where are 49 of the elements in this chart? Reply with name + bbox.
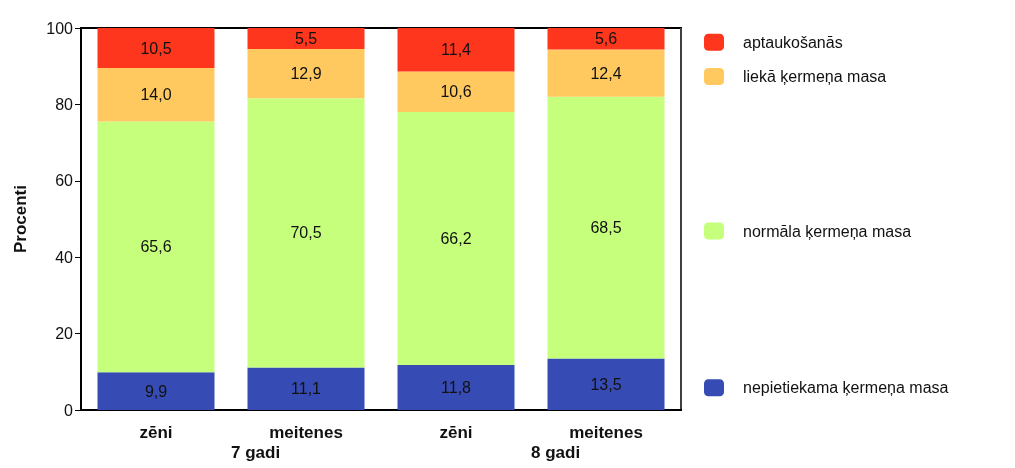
y-tick-label: 40	[55, 248, 74, 266]
data-label: 70,5	[290, 224, 322, 242]
data-label: 12,9	[290, 65, 322, 83]
y-axis-title: Procenti	[11, 184, 30, 254]
bar	[547, 49, 665, 97]
data-label: 5,6	[594, 30, 618, 48]
data-label: 65,6	[140, 238, 172, 256]
data-label: 10,5	[140, 39, 172, 57]
data-label: 11,4	[441, 41, 472, 59]
data-label: 11,1	[291, 380, 322, 398]
data-label: 66,2	[440, 229, 472, 247]
bar	[247, 367, 365, 410]
y-tick-label: 80	[55, 95, 74, 113]
text: 7 gadi	[231, 443, 281, 462]
bar	[397, 112, 515, 365]
bar	[247, 28, 365, 50]
bar	[397, 71, 515, 113]
data-label: 13,5	[590, 375, 622, 393]
data-label: 12,4	[590, 64, 622, 82]
data-label: 9,9	[144, 382, 168, 400]
bar	[97, 28, 215, 69]
x-tick-label: zēni	[439, 423, 473, 442]
bar	[547, 96, 665, 359]
data-label: 10,6	[440, 83, 472, 101]
bar	[247, 49, 365, 99]
bar	[397, 364, 515, 410]
legend-label: liekā ķermeņa masa	[743, 68, 887, 86]
bar	[547, 358, 665, 410]
data-label: 11,8	[441, 378, 472, 396]
y-tick-label: 20	[55, 325, 74, 343]
text: 8 gadi	[531, 443, 581, 462]
data-label: 14,0	[140, 86, 172, 104]
bar	[97, 121, 215, 373]
bar	[547, 28, 665, 50]
legend-label: nepietiekama ķermeņa masa	[743, 379, 949, 397]
y-tick-label: 0	[64, 401, 74, 419]
x-tick-label: meitenes	[569, 423, 643, 442]
x-tick-label: meitenes	[269, 423, 343, 442]
x-tick-label: zēni	[139, 423, 173, 442]
bar	[247, 98, 365, 368]
bar	[397, 28, 515, 72]
bar	[97, 68, 215, 122]
data-label: 68,5	[590, 219, 622, 237]
y-tick-label: 60	[55, 172, 74, 190]
data-label: 5,5	[294, 30, 318, 48]
legend-label: aptaukošanās	[743, 33, 843, 51]
y-tick-label: 100	[46, 19, 74, 37]
legend-label: normāla ķermeņa masa	[743, 222, 912, 240]
bar	[97, 372, 215, 410]
